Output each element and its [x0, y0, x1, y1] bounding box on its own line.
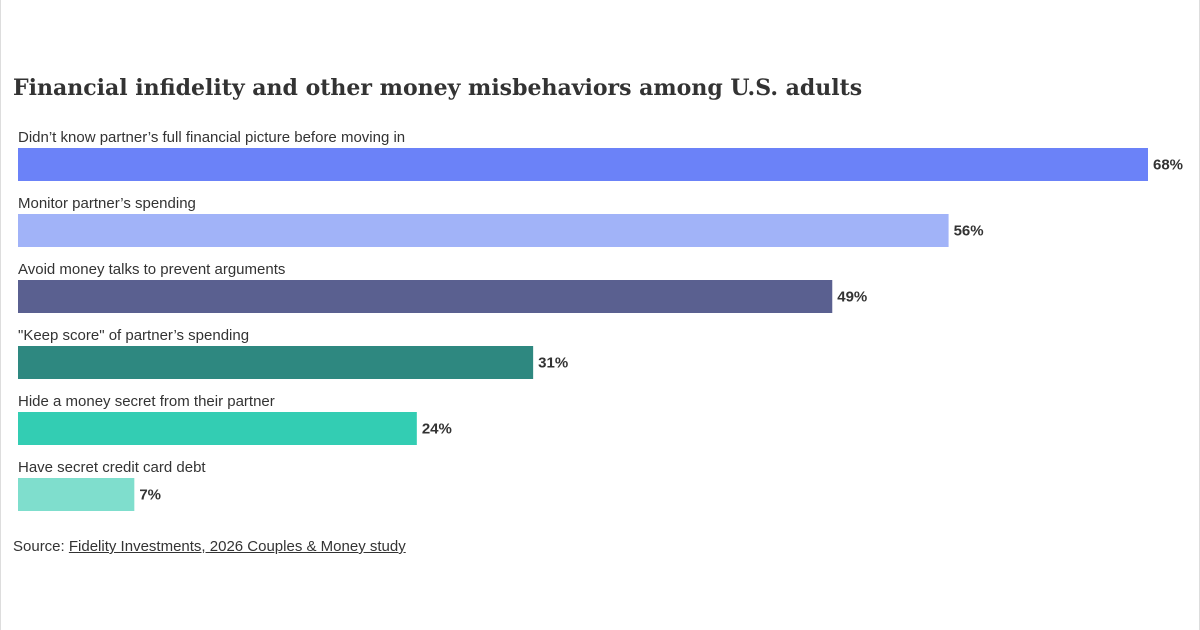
value-label: 24% — [422, 420, 452, 437]
value-label: 68% — [1153, 156, 1183, 173]
value-label: 56% — [954, 222, 984, 239]
value-label: 31% — [538, 354, 568, 371]
bar — [18, 412, 417, 445]
chart-title: Financial infidelity and other money mis… — [13, 75, 862, 101]
category-label: Have secret credit card debt — [18, 459, 206, 476]
bar — [18, 346, 534, 379]
source-label: Source: — [13, 538, 65, 555]
value-label: 7% — [139, 486, 161, 503]
category-label: Hide a money secret from their partner — [18, 393, 275, 410]
category-label: Avoid money talks to prevent arguments — [18, 261, 285, 278]
bar — [18, 280, 833, 313]
category-label: "Keep score" of partner’s spending — [18, 327, 249, 344]
bar — [18, 478, 135, 511]
category-label: Monitor partner’s spending — [18, 195, 196, 212]
bar — [18, 214, 949, 247]
source-link[interactable]: Fidelity Investments, 2026 Couples & Mon… — [68, 538, 406, 555]
bar — [18, 148, 1148, 181]
source: Source: Fidelity Investments, 2026 Coupl… — [13, 538, 406, 555]
category-label: Didn’t know partner’s full financial pic… — [18, 129, 405, 146]
value-label: 49% — [837, 288, 867, 305]
